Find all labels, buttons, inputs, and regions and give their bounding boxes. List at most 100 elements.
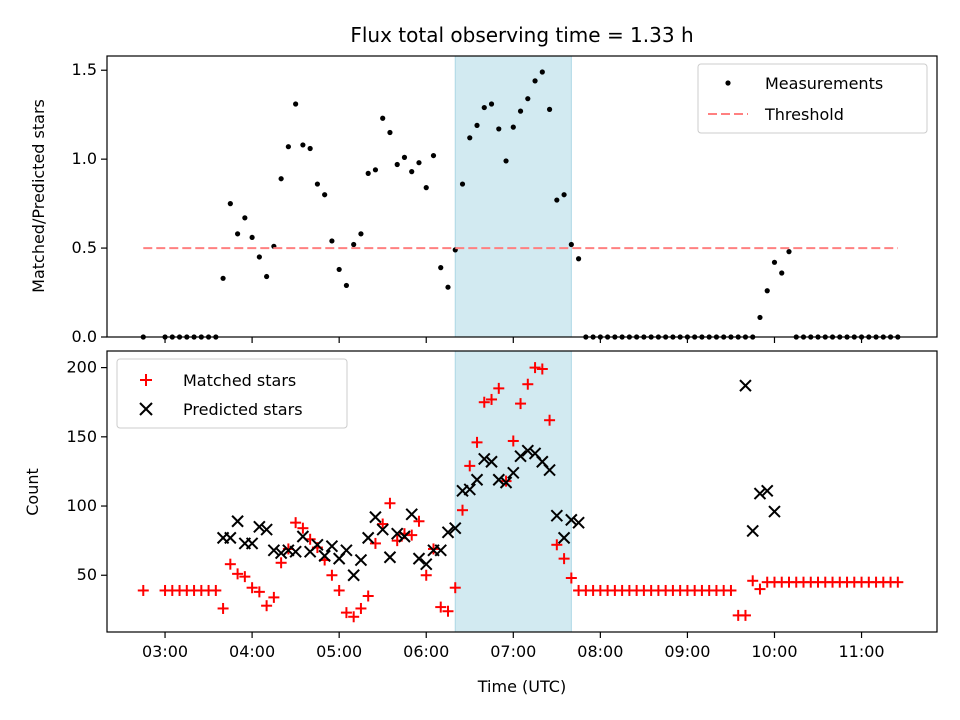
predicted-star-point [311,538,324,552]
matched-star-point [442,605,454,617]
matched-star-point [348,611,360,623]
measurement-point [249,234,255,241]
measurement-point [438,265,444,271]
y-tick-label: 1.5 [72,60,97,79]
measurement-point [256,254,262,260]
matched-star-point [747,575,759,587]
predicted-star-point [572,516,585,529]
matched-star-point [340,607,352,619]
y-tick-label: 200 [66,358,97,377]
predicted-star-point [398,530,411,543]
matched-star-point [384,497,396,509]
bottom-panel: 50 100 150 200 03:00 04:00 05:00 06:00 07:00 08:… [23,350,938,696]
measurement-point [532,78,538,84]
measurement-point [525,96,531,102]
y-tick-label: 50 [77,565,97,584]
matched-star-point [536,363,548,375]
measurement-point [358,231,364,237]
measurement-point [575,256,582,262]
predicted-star-point [231,515,244,528]
legend-measurements-label: Measurements [765,74,883,93]
predicted-star-point [557,531,571,545]
matched-star-point [297,522,309,534]
x-axis-label: Time (UTC) [477,677,566,696]
top-y-ticks: 0.0 0.5 1.0 1.5 [72,60,107,346]
top-legend: Measurements Threshold [697,63,928,134]
measurement-point [285,144,291,150]
predicted-star-point [340,544,353,557]
predicted-star-point [543,463,556,477]
measurement-point [568,241,574,248]
matched-star-point [515,398,527,410]
measurement-point [488,101,495,107]
measurement-point [561,192,567,198]
legend-measurements-marker [725,80,731,86]
predicted-star-point [405,508,418,521]
measurement-point [416,160,422,166]
measurement-point [786,249,792,255]
bottom-y-axis-label: Count [23,468,42,516]
matched-star-point [362,590,374,602]
matched-star-point [355,602,367,614]
matched-star-point [471,436,483,448]
matched-star-point [253,586,265,598]
matched-star-point [558,553,570,565]
matched-star-point [449,582,461,594]
measurement-point [242,215,248,221]
measurement-point [474,122,480,128]
predicted-star-point [449,521,462,535]
matched-star-point [892,576,904,588]
predicted-star-point [753,487,767,500]
predicted-star-point [274,546,288,560]
matched-star-point [493,382,505,394]
matched-star-point [544,414,556,426]
matched-star-point [246,582,258,594]
bottom-highlight-span [454,350,572,633]
matched-star-point [239,571,251,583]
matched-star-point [464,460,476,472]
matched-star-point [754,583,766,595]
measurement-point [401,154,408,160]
predicted-star-point [420,557,433,571]
measurement-point [380,115,386,121]
predicted-star-point [514,449,527,463]
predicted-star-point [768,505,781,518]
measurement-point [409,169,415,175]
x-tick-label: 11:00 [838,642,884,661]
top-panel: 0.0 0.5 1.0 1.5 Matched/Predicted stars Mea… [29,55,938,346]
x-tick-label: 09:00 [664,642,710,661]
predicted-star-point [507,466,520,480]
matched-star-point [725,584,737,596]
x-tick-label: 05:00 [316,642,362,661]
measurement-point [365,170,371,176]
legend-matched-marker [140,374,152,386]
predicted-star-point [499,476,513,489]
predicted-star-point [267,544,281,557]
matched-star-point [739,609,751,621]
x-tick-label: 07:00 [490,642,536,661]
measurement-point [771,259,778,265]
matched-star-point [507,435,519,447]
matched-star-point [232,568,244,580]
predicted-star-point [434,544,447,557]
x-tick-label: 06:00 [403,642,449,661]
measurement-point [387,129,393,136]
predicted-star-point [224,531,237,545]
measurement-point [445,284,451,290]
measurement-point [496,126,502,132]
top-x-ticks [164,337,863,343]
measurement-point [220,275,226,281]
matched-star-point [406,529,418,541]
measurement-point [264,273,270,280]
bottom-plot-frame [106,350,938,633]
legend-matched-label: Matched stars [183,371,296,390]
predicted-star-point [354,553,368,567]
measurement-point [329,238,335,244]
measurement-point [517,108,524,114]
y-tick-label: 100 [66,496,97,515]
measurement-point [300,142,306,148]
y-tick-label: 150 [66,427,97,446]
top-plot-frame [106,55,938,338]
top-highlight-span [454,55,572,338]
